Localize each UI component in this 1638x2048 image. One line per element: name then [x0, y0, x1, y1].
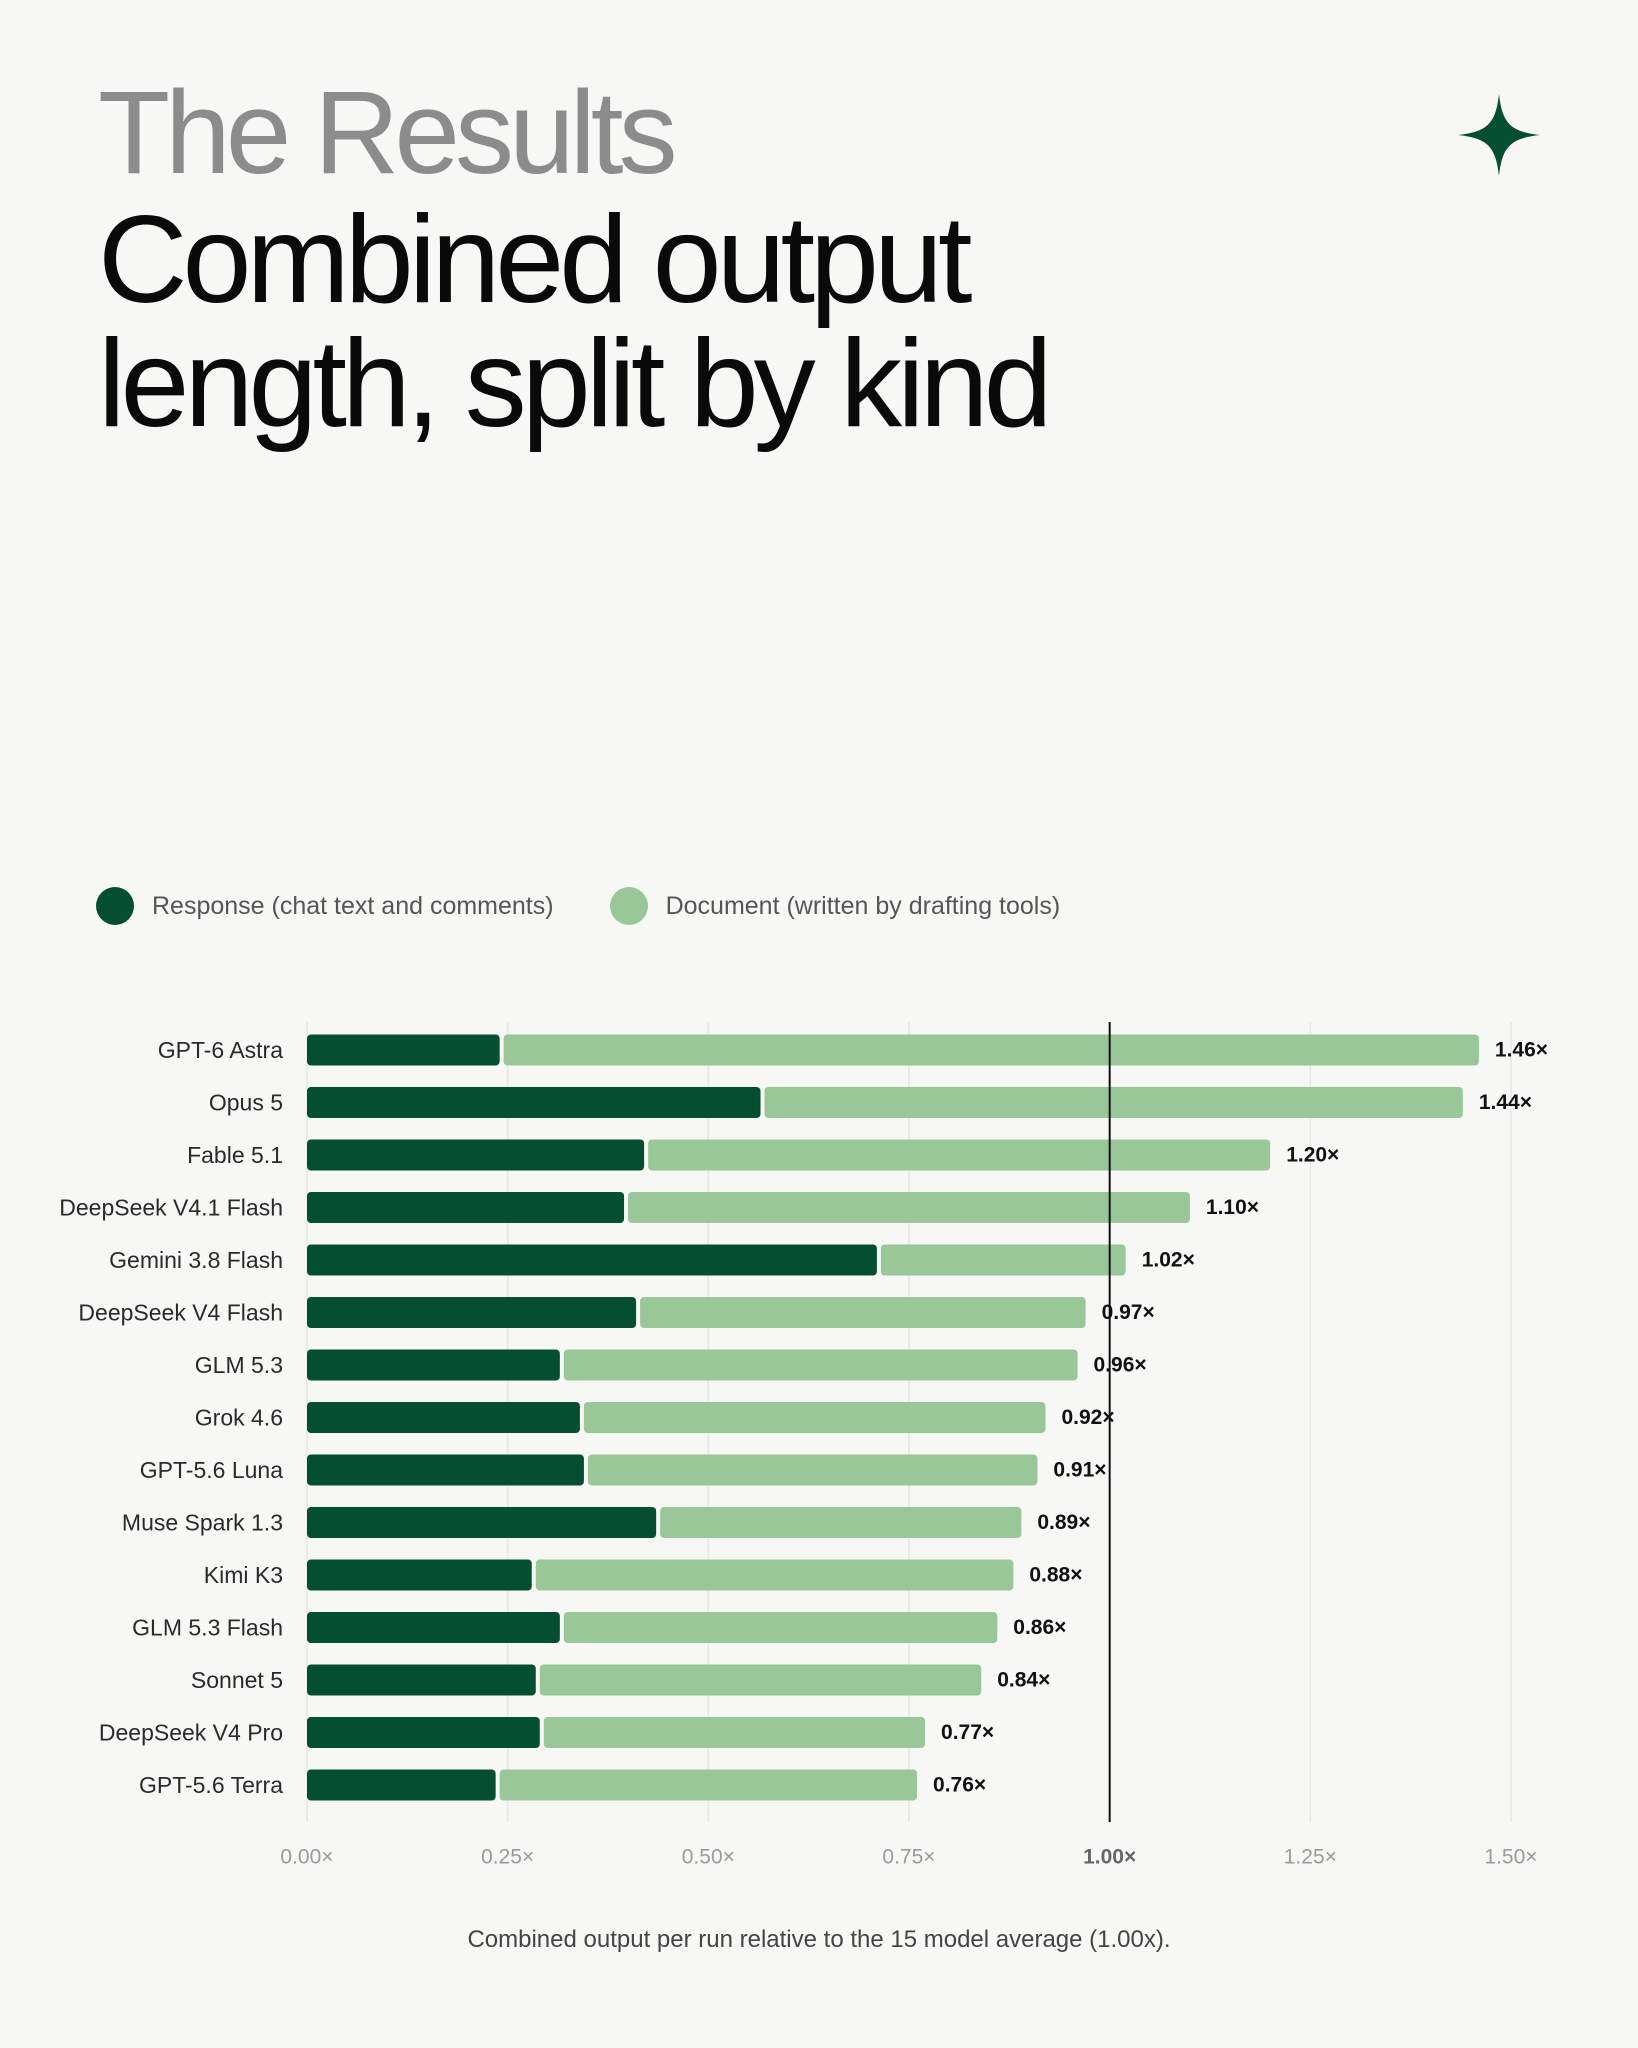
total-label: 0.91×: [1053, 1459, 1106, 1482]
bar-document: [539, 1664, 982, 1696]
category-label: Fable 5.1: [187, 1142, 283, 1168]
bar-response: [307, 1612, 560, 1643]
total-label: 0.92×: [1061, 1406, 1114, 1429]
bar-response: [307, 1664, 536, 1696]
total-label: 0.96×: [1094, 1354, 1147, 1377]
category-label: Opus 5: [209, 1090, 283, 1116]
category-label: Muse Spark 1.3: [122, 1510, 283, 1536]
legend-swatch-document: [609, 887, 648, 925]
bar-response: [307, 1349, 560, 1381]
total-label: 0.86×: [1013, 1616, 1066, 1639]
category-label: GLM 5.3 Flash: [132, 1615, 283, 1641]
bar-response: [307, 1139, 645, 1171]
bar-document: [563, 1349, 1078, 1381]
bar-document: [535, 1559, 1014, 1591]
bar-document: [640, 1297, 1086, 1328]
bar-response: [307, 1717, 540, 1748]
total-label: 0.88×: [1029, 1564, 1082, 1587]
legend-label-document: Document (written by drafting tools): [665, 891, 1061, 920]
x-tick-label: 1.00×: [1083, 1846, 1136, 1869]
total-label: 0.84×: [997, 1669, 1050, 1692]
bar-document: [880, 1244, 1126, 1276]
bar-response: [307, 1297, 637, 1328]
category-label: DeepSeek V4 Pro: [99, 1720, 283, 1746]
bar-document: [583, 1402, 1046, 1433]
category-label: Grok 4.6: [195, 1405, 283, 1431]
bar-document: [660, 1507, 1022, 1538]
sparkle-shape: [1458, 94, 1540, 176]
bar-response: [307, 1087, 761, 1118]
category-label: GPT-5.6 Terra: [139, 1772, 283, 1798]
bar-response: [307, 1507, 657, 1538]
x-tick-label: 1.50×: [1484, 1846, 1537, 1869]
bar-response: [307, 1559, 532, 1591]
category-label: Sonnet 5: [191, 1667, 283, 1693]
legend-label-response: Response (chat text and comments): [152, 891, 554, 920]
four-point-sparkle-icon: [1458, 94, 1540, 176]
total-label: 0.76×: [933, 1774, 986, 1797]
category-label: Kimi K3: [204, 1562, 283, 1588]
total-label: 0.77×: [941, 1721, 994, 1744]
x-tick-label: 0.75×: [882, 1846, 935, 1869]
bar-document: [628, 1192, 1190, 1223]
x-tick-label: 0.50×: [682, 1846, 735, 1869]
eyebrow-title: The Results: [98, 67, 678, 199]
category-label: DeepSeek V4 Flash: [78, 1300, 283, 1326]
category-label: DeepSeek V4.1 Flash: [59, 1195, 283, 1221]
bar-response: [307, 1192, 625, 1223]
bar-response: [307, 1769, 496, 1801]
x-tick-label: 1.25×: [1284, 1846, 1337, 1869]
chart-caption: Combined output per run relative to the …: [467, 1926, 1171, 1953]
bar-document: [503, 1034, 1479, 1066]
bar-document: [543, 1717, 926, 1748]
total-label: 1.44×: [1479, 1091, 1532, 1114]
bar-document: [587, 1454, 1038, 1486]
category-label: Gemini 3.8 Flash: [109, 1247, 283, 1273]
legend-item-response: Response (chat text and comments): [96, 887, 554, 925]
category-label: GPT-6 Astra: [158, 1037, 283, 1063]
total-label: 0.97×: [1102, 1301, 1155, 1324]
bar-document: [764, 1087, 1463, 1118]
bar-document: [648, 1139, 1271, 1171]
chart-legend: Response (chat text and comments) Docume…: [96, 884, 1116, 928]
total-label: 1.46×: [1495, 1039, 1548, 1062]
bar-document: [563, 1612, 998, 1643]
category-label: GLM 5.3: [195, 1352, 283, 1378]
page-title: Combined output length, split by kind: [98, 191, 1053, 453]
total-label: 1.02×: [1142, 1249, 1195, 1272]
total-label: 1.20×: [1286, 1144, 1339, 1167]
bar-response: [307, 1454, 584, 1486]
bar-response: [307, 1034, 500, 1066]
total-label: 1.10×: [1206, 1196, 1259, 1219]
x-tick-label: 0.00×: [280, 1846, 333, 1869]
category-label: GPT-5.6 Luna: [140, 1457, 283, 1483]
legend-item-document: Document (written by drafting tools): [609, 887, 1061, 925]
bar-response: [307, 1244, 877, 1276]
total-label: 0.89×: [1037, 1511, 1090, 1534]
legend-swatch-response: [96, 887, 134, 925]
x-tick-label: 0.25×: [481, 1846, 534, 1869]
bar-document: [499, 1769, 918, 1801]
bar-response: [307, 1402, 580, 1433]
